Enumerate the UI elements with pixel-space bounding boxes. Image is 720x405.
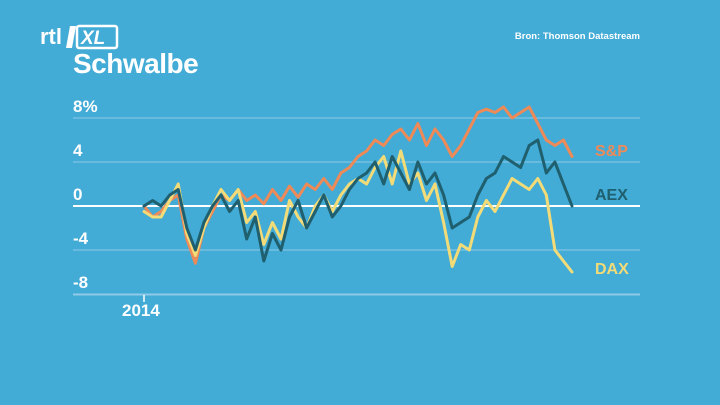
rtl-xl-logo: rtl XL	[40, 24, 119, 50]
series-line-sp	[142, 105, 574, 265]
logo-xl-text: XL	[80, 28, 105, 49]
series-label-sp: S&P	[595, 143, 628, 160]
y-tick-label: -4	[73, 229, 89, 248]
source-label: Bron: Thomson Datastream	[514, 31, 640, 42]
series-line-aex	[142, 138, 574, 263]
y-tick-label: 8%	[73, 97, 98, 116]
series-label-dax: DAX	[595, 261, 629, 278]
series-labels: S&P AEX DAX	[595, 143, 629, 278]
chart-title: Schwalbe	[73, 48, 199, 79]
y-axis-tick-labels: 8% 4 0 -4 -8	[73, 97, 98, 292]
y-tick-label: -8	[73, 273, 88, 292]
series-label-aex: AEX	[595, 187, 628, 204]
logo-xl-box	[75, 24, 119, 50]
logo-rtl-text: rtl	[40, 24, 62, 49]
x-tick-label: 2014	[122, 301, 160, 320]
y-tick-label: 4	[73, 141, 83, 160]
logo-slash	[66, 26, 76, 48]
series-lines	[142, 105, 574, 274]
x-axis-tick-labels: 2014	[122, 295, 160, 320]
y-tick-label: 0	[73, 185, 82, 204]
